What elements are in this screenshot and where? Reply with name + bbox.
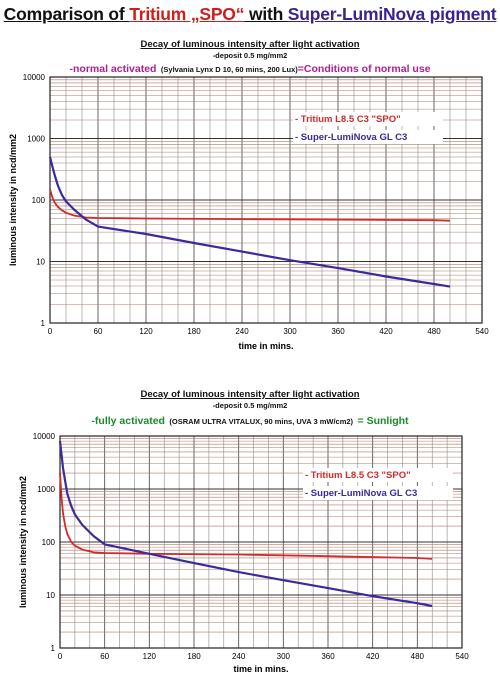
chart2-series-super-luminova-line	[58, 440, 433, 608]
chart1-legend-tritium: - Tritium L8.5 C3 "SPO"	[295, 114, 401, 125]
chart1-condition-end: =Conditions of normal use	[297, 63, 431, 75]
chart2-series-tritium-line	[59, 472, 433, 560]
chart2-xtick-label: 240	[232, 652, 246, 661]
chart2-condition: -fully activated (OSRAM ULTRA VITALUX, 9…	[0, 411, 500, 429]
title-prefix: Comparison of	[3, 4, 130, 24]
chart2-xtick-label: 420	[366, 652, 380, 661]
chart1-ytick-label: 10000	[23, 73, 46, 82]
chart2-xtick-label: 540	[455, 652, 469, 661]
chart1-condition: -normal activated (Sylvania Lynx D 10, 6…	[0, 59, 500, 77]
chart1-xtick-label: 360	[331, 327, 345, 336]
chart2-legend-super-luminova: - Super-LumiNova GL C3	[305, 488, 417, 499]
title-with: with	[244, 4, 288, 24]
chart2-ytick-label: 10000	[33, 432, 56, 441]
chart1-condition-detail: (Sylvania Lynx D 10, 60 mins, 200 Lux)	[160, 65, 298, 74]
title-super-luminova: Super-LumiNova pigment	[287, 4, 497, 24]
chart2-legend-tritium: - Tritium L8.5 C3 "SPO"	[305, 470, 411, 481]
chart1-xtick-label: 0	[48, 327, 53, 336]
chart1-xtick-label: 480	[427, 327, 441, 336]
chart2-condition-detail: (OSRAM ULTRA VITALUX, 90 mins, UVA 3 mW/…	[169, 417, 354, 426]
chart1-legend-super-luminova: - Super-LumiNova GL C3	[295, 132, 407, 143]
chart1-title: Decay of luminous intensity after light …	[140, 39, 360, 50]
chart1-deposit: -deposit 0.5 mg/mm2	[212, 51, 288, 60]
chart1-xtick-label: 180	[187, 327, 201, 336]
chart1-series-tritium-line	[49, 188, 451, 222]
chart1-x-axis-label: time in mins.	[238, 341, 293, 351]
chart2-ytick-label: 1	[51, 644, 56, 653]
chart1-condition-main: -normal activated	[69, 63, 157, 75]
chart2-plot: 1 10 100 1000 10000 0 60 120 180 240 300 360 420 480 5…	[18, 432, 469, 674]
chart2-xtick-label: 360	[321, 652, 335, 661]
chart2-condition-end: = Sunlight	[357, 415, 409, 427]
chart1-xtick-label: 60	[94, 327, 103, 336]
chart1-legend-bg	[293, 130, 443, 144]
chart2-xtick-label: 0	[58, 652, 63, 661]
chart2-ytick-label: 1000	[37, 485, 55, 494]
chart1-legend-bg	[293, 112, 443, 126]
chart2-ytick-label: 10	[46, 591, 55, 600]
chart1-ytick-label: 100	[32, 196, 46, 205]
chart1-xtick-label: 300	[283, 327, 297, 336]
chart1-ytick-label: 1	[41, 319, 46, 328]
chart1-xtick-label: 540	[475, 327, 489, 336]
chart1-xtick-label: 120	[139, 327, 153, 336]
chart2-y-axis-label: luminous intensity in ncd/mm2	[18, 476, 28, 608]
chart2-xtick-label: 60	[100, 652, 109, 661]
chart2-title: Decay of luminous intensity after light …	[140, 389, 360, 400]
chart2-frame	[59, 435, 463, 649]
chart2-xtick-label: 300	[277, 652, 291, 661]
chart1-ytick-label: 10	[36, 258, 45, 267]
chart1-plot: 1 10 100 1000 10000 0 60 120 180 240 300 360 420 480 5…	[8, 73, 489, 351]
chart2-deposit: -deposit 0.5 mg/mm2	[212, 401, 288, 410]
chart2-ytick-label: 100	[42, 538, 56, 547]
chart2-x-axis-label: time in mins.	[233, 664, 288, 674]
chart1-series-super-luminova-line	[48, 156, 451, 288]
chart1-xtick-label: 240	[235, 327, 249, 336]
chart1-y-axis-label: luminous intensity in ncd/mm2	[8, 134, 18, 266]
chart2-condition-main: -fully activated	[91, 415, 165, 427]
chart2-xtick-label: 180	[187, 652, 201, 661]
chart1-ytick-label: 1000	[27, 135, 45, 144]
page-title: Comparison of Tritium „SPO“ with Super-L…	[0, 4, 500, 25]
chart2-xtick-label: 480	[411, 652, 425, 661]
chart2-legend-bg	[303, 486, 453, 500]
title-tritium: Tritium „SPO“	[129, 4, 245, 24]
chart2-xtick-label: 120	[143, 652, 157, 661]
chart1-xtick-label: 420	[379, 327, 393, 336]
chart1-frame	[49, 76, 483, 324]
chart2-legend-bg	[303, 468, 453, 482]
